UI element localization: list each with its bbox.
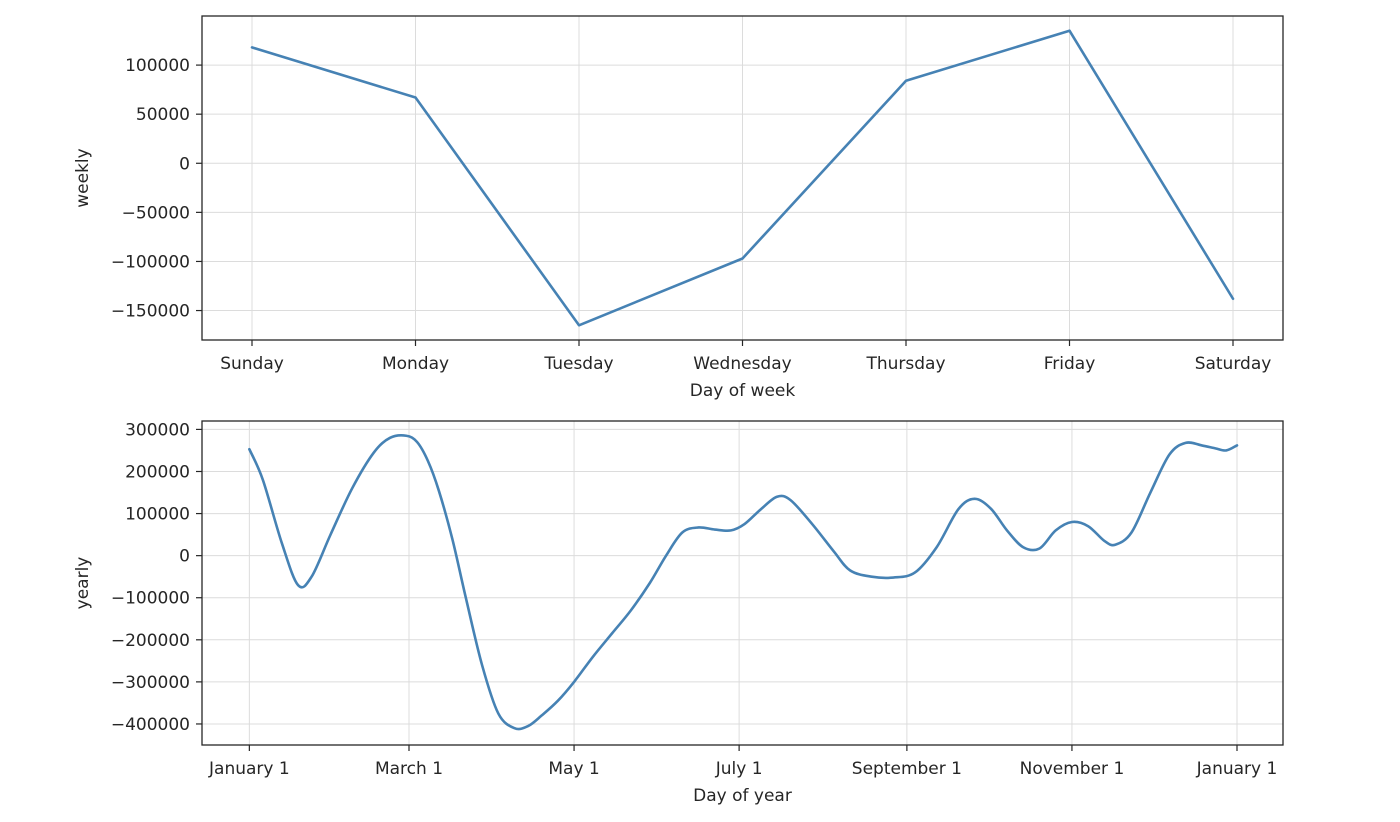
yearly-y-tick-label: −100000 <box>111 589 190 609</box>
weekly-x-tick-label: Wednesday <box>693 354 791 374</box>
weekly-x-tick-label: Monday <box>382 354 449 374</box>
yearly-x-tick-label: July 1 <box>715 759 763 779</box>
yearly-y-tick-label: −400000 <box>111 715 190 735</box>
yearly-chart: January 1 March 1 May 1 July 1 September 1 No… <box>73 420 1284 806</box>
yearly-y-tick-label: 300000 <box>125 420 190 440</box>
weekly-y-axis-label: weekly <box>73 148 93 207</box>
weekly-y-tick-label: −150000 <box>111 302 190 322</box>
weekly-y-tick-label: 50000 <box>136 105 190 125</box>
yearly-y-tick-label: 200000 <box>125 462 190 482</box>
yearly-y-tick-label: −200000 <box>111 631 190 651</box>
yearly-ticks: January 1 March 1 May 1 July 1 September 1 No… <box>111 420 1277 779</box>
yearly-x-tick-label: November 1 <box>1020 759 1125 779</box>
yearly-x-tick-label: March 1 <box>375 759 443 779</box>
yearly-x-tick-label: January 1 <box>1196 759 1278 779</box>
weekly-y-tick-label: 0 <box>179 154 190 174</box>
yearly-y-tick-label: 0 <box>179 547 190 567</box>
yearly-x-tick-label: January 1 <box>208 759 290 779</box>
weekly-y-tick-label: −100000 <box>111 252 190 272</box>
weekly-y-tick-label: −50000 <box>122 203 190 223</box>
yearly-y-axis-label: yearly <box>73 557 93 610</box>
weekly-series-line <box>250 29 1235 327</box>
weekly-x-tick-label: Saturday <box>1195 354 1272 374</box>
weekly-chart: Sunday Monday Tuesday Wednesday Thursday Frid… <box>73 15 1284 401</box>
weekly-grid <box>202 16 1283 340</box>
weekly-series <box>250 29 1235 327</box>
weekly-x-axis-label: Day of week <box>690 381 796 401</box>
weekly-x-tick-label: Sunday <box>220 354 284 374</box>
weekly-x-tick-label: Thursday <box>865 354 945 374</box>
weekly-y-tick-label: 100000 <box>125 56 190 76</box>
yearly-y-tick-label: −300000 <box>111 673 190 693</box>
yearly-x-tick-label: May 1 <box>548 759 599 779</box>
weekly-ticks: Sunday Monday Tuesday Wednesday Thursday Frid… <box>111 56 1271 374</box>
yearly-series <box>248 434 1239 731</box>
weekly-x-tick-label: Tuesday <box>543 354 613 374</box>
yearly-series-line <box>248 434 1239 731</box>
weekly-x-tick-label: Friday <box>1044 354 1096 374</box>
yearly-grid <box>202 421 1283 745</box>
yearly-x-tick-label: September 1 <box>852 759 962 779</box>
yearly-y-tick-label: 100000 <box>125 505 190 525</box>
yearly-x-axis-label: Day of year <box>693 786 792 806</box>
yearly-plot-frame <box>201 420 1284 746</box>
